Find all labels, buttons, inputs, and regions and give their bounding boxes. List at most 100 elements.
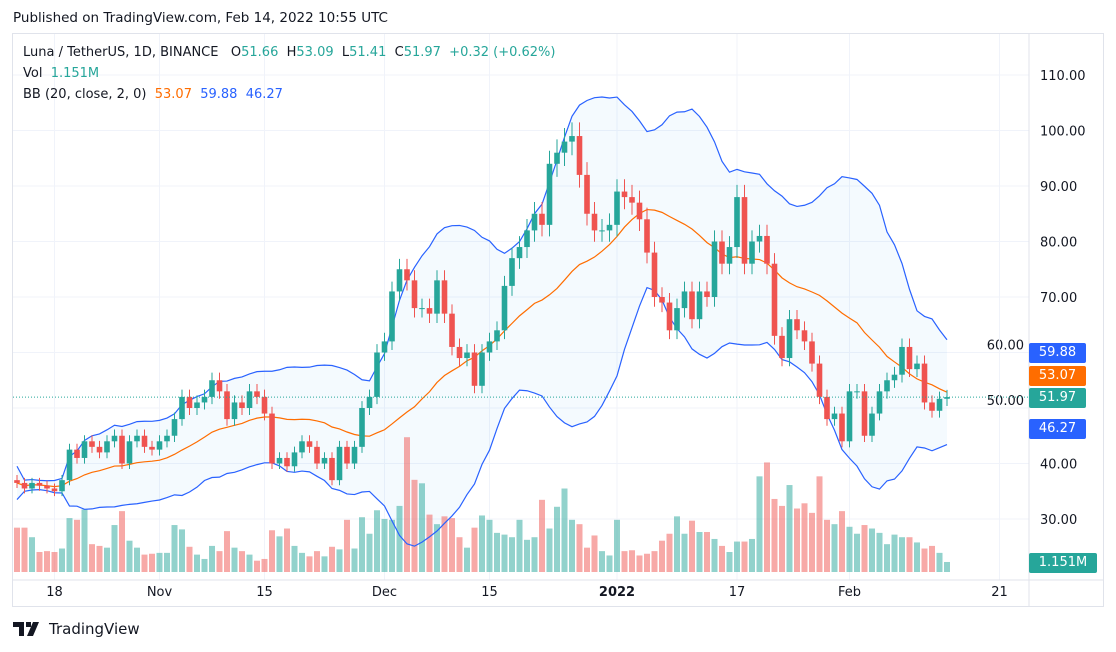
candle-body	[89, 441, 95, 447]
x-tick-label: 17	[729, 585, 746, 600]
candle-body	[299, 441, 305, 453]
x-tick-label: 15	[256, 585, 273, 600]
bb-legend[interactable]: BB (20, close, 2, 0) 53.07 59.88 46.27	[23, 87, 283, 102]
candle-body	[471, 352, 478, 386]
volume-bar	[329, 546, 335, 572]
candle-body	[599, 230, 605, 232]
candle-body	[216, 380, 223, 392]
candle-body	[276, 457, 283, 464]
candle-body	[861, 391, 868, 436]
candle-body	[494, 330, 500, 342]
candle-body	[441, 280, 448, 314]
volume-bar	[944, 561, 950, 572]
volume-legend[interactable]: Vol 1.151M	[23, 66, 99, 81]
candle-body	[794, 319, 800, 331]
candle-body	[809, 341, 815, 364]
volume-bar	[29, 537, 35, 572]
volume-bar	[149, 553, 155, 572]
volume-bar	[269, 530, 275, 572]
candle-body	[884, 380, 890, 392]
volume-bar	[906, 537, 913, 572]
volume-bar	[96, 545, 103, 572]
candle-body	[134, 435, 140, 442]
volume-bar	[764, 462, 770, 572]
tradingview-logo[interactable]: TradingView	[13, 620, 140, 638]
candle-body	[111, 435, 118, 442]
candle-body	[824, 396, 830, 420]
candle-body	[171, 419, 178, 436]
candle-body	[786, 319, 793, 359]
volume-bar	[156, 552, 163, 572]
volume-bar	[839, 511, 845, 572]
candle-body	[486, 341, 493, 353]
volume-bar	[591, 535, 598, 572]
volume-bar	[921, 548, 928, 572]
candle-body	[464, 352, 470, 359]
candle-body	[674, 308, 680, 331]
chart-frame[interactable]	[12, 33, 1104, 607]
y-tick-label: 80.00	[1040, 236, 1077, 251]
y-tick-label: 100.00	[1040, 125, 1086, 140]
volume-value: 1.151M	[50, 66, 100, 81]
candle-body	[666, 302, 673, 331]
high-label: H	[286, 45, 297, 60]
volume-bar	[51, 552, 58, 572]
volume-bar	[531, 537, 538, 572]
open-value: 51.66	[241, 45, 279, 60]
volume-bar	[231, 547, 238, 572]
low-label: L	[341, 45, 350, 60]
candle-body	[396, 269, 403, 292]
candle-body	[284, 457, 290, 467]
volume-bar	[381, 518, 388, 572]
candle-body	[576, 136, 583, 175]
candle-body	[314, 446, 320, 464]
candle-body	[921, 363, 928, 403]
candle-body	[104, 441, 110, 453]
candle-body	[929, 402, 935, 411]
candle-body	[119, 435, 125, 464]
volume-bar	[644, 553, 650, 572]
volume-bar	[651, 551, 658, 572]
y-tick-label: 40.00	[1040, 458, 1077, 473]
candle-body	[149, 446, 155, 450]
candle-body	[719, 241, 725, 264]
candle-body	[831, 413, 838, 420]
symbol-legend: Luna / TetherUS, 1D, BINANCE O51.66 H53.…	[23, 45, 555, 60]
volume-bar	[494, 532, 500, 572]
y-tick-label: 70.00	[1040, 291, 1077, 306]
volume-bar	[569, 519, 575, 572]
candle-body	[389, 291, 395, 342]
candle-body	[741, 197, 748, 264]
volume-bar	[681, 533, 688, 572]
volume-bar	[171, 525, 178, 572]
volume-bar	[299, 552, 305, 572]
volume-bar	[704, 532, 710, 572]
volume-bar	[239, 551, 245, 572]
volume-bar	[576, 524, 583, 572]
volume-bar	[719, 545, 725, 572]
symbol-name[interactable]: Luna / TetherUS, 1D, BINANCE	[23, 45, 219, 60]
volume-bar	[36, 552, 43, 572]
close-value: 51.97	[403, 45, 441, 60]
candle-body	[779, 335, 785, 359]
volume-bar	[276, 536, 283, 572]
candle-body	[621, 191, 628, 198]
candle-body	[224, 391, 230, 420]
volume-bar	[666, 533, 673, 572]
bb-upper-value: 59.88	[200, 87, 238, 102]
candle-body	[209, 380, 215, 397]
volume-bar	[899, 537, 905, 572]
volume-bar	[584, 547, 590, 572]
candle-body	[96, 446, 103, 453]
volume-bar	[21, 527, 28, 572]
volume-bar	[186, 546, 193, 572]
volume-bar	[81, 509, 88, 572]
volume-bar	[14, 527, 20, 572]
candle-body	[366, 396, 373, 408]
candle-body	[569, 136, 575, 142]
candle-body	[434, 280, 440, 314]
volume-bar	[449, 518, 455, 572]
volume-bar	[749, 538, 755, 572]
candle-body	[14, 480, 20, 483]
